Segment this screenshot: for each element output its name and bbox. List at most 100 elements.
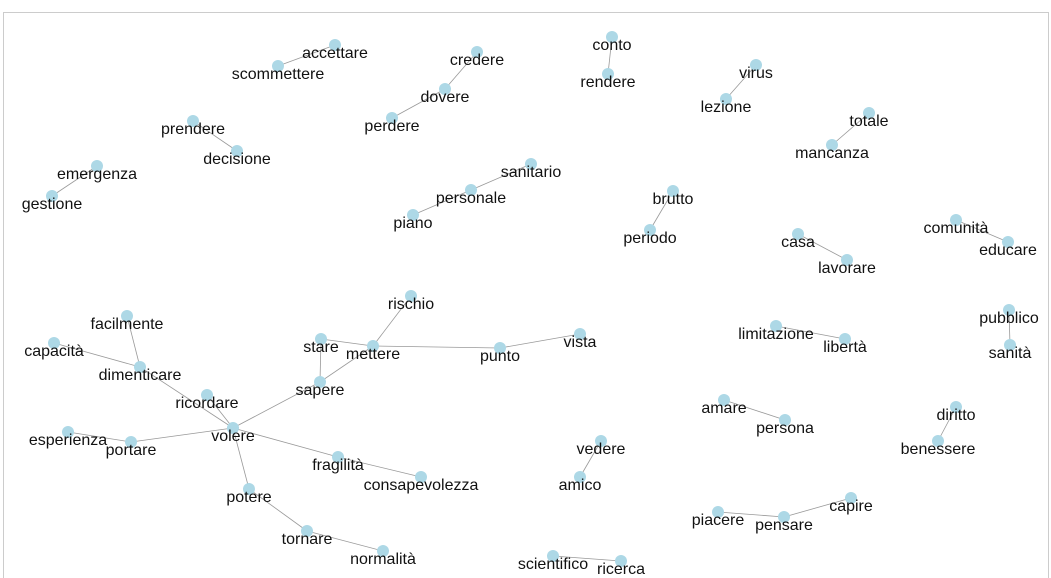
- node-label: piano: [393, 215, 432, 232]
- node: [720, 93, 732, 105]
- node-label: conto: [592, 37, 631, 54]
- node: [718, 394, 730, 406]
- node-label: sanitario: [501, 164, 562, 181]
- node-label: decisione: [203, 151, 271, 168]
- edge: [579, 440, 602, 478]
- edge: [126, 315, 141, 368]
- node-label: virus: [739, 65, 773, 82]
- node-label: sanità: [989, 345, 1032, 362]
- node-label: potere: [226, 489, 271, 506]
- edge: [723, 399, 786, 421]
- node-label: comunità: [924, 220, 989, 237]
- node-label: dimenticare: [99, 367, 182, 384]
- edge: [319, 338, 322, 383]
- node-label: gestione: [22, 196, 83, 213]
- node-label: rendere: [580, 74, 635, 91]
- node: [201, 389, 213, 401]
- node: [377, 545, 389, 557]
- node-label: capacità: [24, 343, 84, 360]
- node: [272, 60, 284, 72]
- node: [841, 254, 853, 266]
- edge: [607, 36, 613, 75]
- node-label: punto: [480, 348, 520, 365]
- edge: [412, 189, 472, 216]
- node-label: esperienza: [29, 432, 107, 449]
- edge: [306, 530, 384, 552]
- node: [839, 333, 851, 345]
- node: [845, 492, 857, 504]
- node: [125, 436, 137, 448]
- node: [779, 414, 791, 426]
- node-label: amare: [701, 400, 746, 417]
- node-label: educare: [979, 242, 1037, 259]
- node-label: lavorare: [818, 260, 876, 277]
- node-label: libertà: [823, 339, 867, 356]
- node-label: ricordare: [175, 395, 238, 412]
- node: [1003, 304, 1015, 316]
- edge: [775, 325, 846, 340]
- edge: [831, 112, 870, 146]
- edge: [955, 219, 1009, 243]
- node: [606, 31, 618, 43]
- node-label: pubblico: [979, 310, 1039, 327]
- node: [91, 160, 103, 172]
- edge: [717, 511, 785, 518]
- node-label: dovere: [421, 89, 470, 106]
- node: [367, 340, 379, 352]
- node-label: perdere: [364, 118, 419, 135]
- edge: [67, 431, 132, 443]
- edge: [470, 163, 532, 191]
- node: [712, 506, 724, 518]
- plot-frame: [3, 12, 1049, 578]
- edge: [232, 427, 250, 490]
- node-label: limitazione: [738, 326, 814, 343]
- edge: [248, 488, 308, 532]
- node: [121, 310, 133, 322]
- node: [439, 83, 451, 95]
- node-label: prendere: [161, 121, 225, 138]
- edge: [391, 88, 446, 119]
- node: [494, 342, 506, 354]
- edge: [372, 345, 501, 349]
- edge: [372, 295, 412, 347]
- edge: [725, 64, 757, 100]
- node: [950, 401, 962, 413]
- node-label: ricerca: [597, 561, 645, 578]
- node: [574, 328, 586, 340]
- node: [574, 471, 586, 483]
- edges: [51, 36, 1011, 562]
- node: [386, 112, 398, 124]
- node-label: personale: [436, 190, 506, 207]
- node-label: lezione: [701, 99, 752, 116]
- node-label: fragilità: [312, 457, 364, 474]
- edge: [649, 190, 674, 231]
- node: [792, 228, 804, 240]
- node: [48, 337, 60, 349]
- node-label: normalità: [350, 551, 416, 568]
- node-label: capire: [829, 498, 873, 515]
- node: [415, 471, 427, 483]
- node-label: diritto: [936, 407, 975, 424]
- node-label: periodo: [623, 230, 676, 247]
- node: [227, 422, 239, 434]
- edge: [139, 366, 234, 429]
- node-label: piacere: [692, 512, 745, 529]
- node: [62, 426, 74, 438]
- node-label: credere: [450, 52, 504, 69]
- edge: [51, 165, 98, 197]
- node: [950, 214, 962, 226]
- node-label: mettere: [346, 346, 400, 363]
- node: [315, 333, 327, 345]
- node-label: benessere: [901, 441, 976, 458]
- node: [826, 139, 838, 151]
- edge: [320, 338, 374, 347]
- edge: [232, 381, 321, 429]
- node-label: accettare: [302, 45, 368, 62]
- node-label: scommettere: [232, 66, 325, 83]
- edge: [552, 555, 622, 562]
- edge: [319, 345, 374, 383]
- node-label: vedere: [577, 441, 626, 458]
- node-label: portare: [106, 442, 157, 459]
- node: [46, 190, 58, 202]
